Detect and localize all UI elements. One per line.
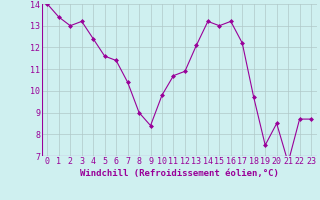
X-axis label: Windchill (Refroidissement éolien,°C): Windchill (Refroidissement éolien,°C): [80, 169, 279, 178]
